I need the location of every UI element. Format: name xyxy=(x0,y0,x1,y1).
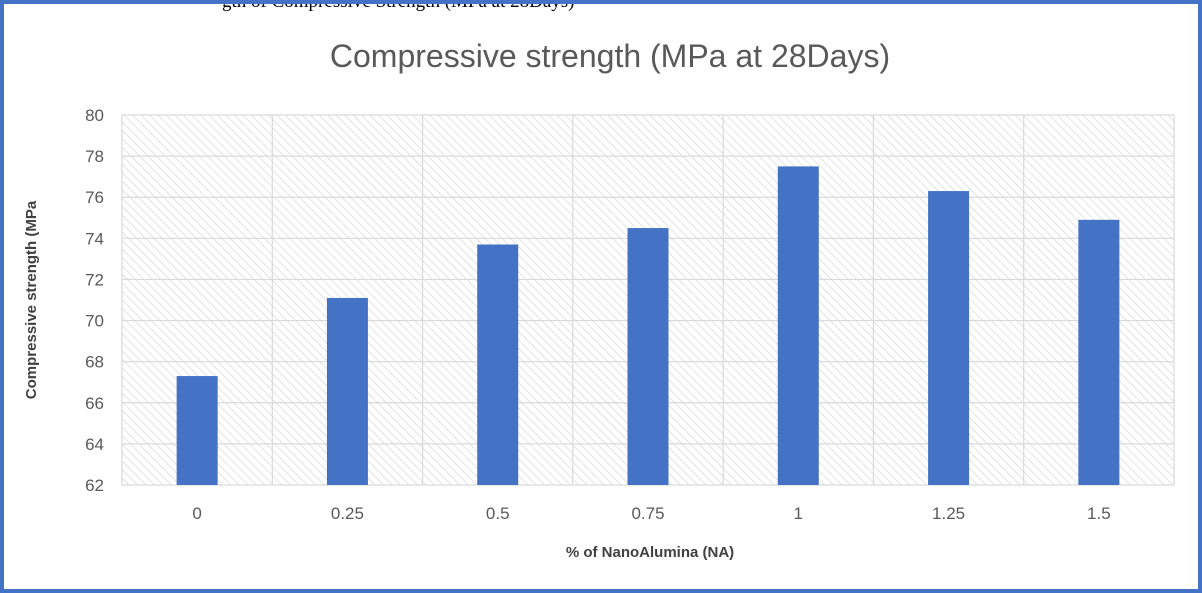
y-tick-label: 70 xyxy=(85,312,104,331)
y-tick-label: 74 xyxy=(85,229,104,248)
bar-series xyxy=(176,166,1120,486)
x-tick-label: 1 xyxy=(794,504,803,523)
bar-1 xyxy=(777,166,819,485)
x-tick-label: 0.25 xyxy=(331,504,364,523)
x-tick-label: 1.5 xyxy=(1087,504,1111,523)
x-tick-label: 0 xyxy=(192,504,201,523)
y-tick-label: 76 xyxy=(85,188,104,207)
y-axis-label: Compressive strength (MPa xyxy=(23,200,40,399)
x-tick-label: 1.25 xyxy=(932,504,965,523)
y-tick-label: 68 xyxy=(85,353,104,372)
y-tick-label: 80 xyxy=(85,106,104,125)
y-tick-label: 78 xyxy=(85,147,104,166)
bar-0.75 xyxy=(627,228,669,486)
bar-1.25 xyxy=(928,191,970,486)
x-axis-tick-labels: 0 0.25 0.5 0.75 1 1.25 1.5 xyxy=(192,504,1110,523)
y-tick-label: 72 xyxy=(85,270,104,289)
y-axis-tick-labels: 62 64 66 68 70 72 74 76 78 80 xyxy=(85,106,104,495)
y-tick-label: 66 xyxy=(85,394,104,413)
y-tick-label: 64 xyxy=(85,435,104,454)
y-tick-label: 62 xyxy=(85,476,104,495)
x-tick-label: 0.75 xyxy=(631,504,664,523)
bar-0 xyxy=(176,376,218,485)
bar-0.25 xyxy=(326,297,368,485)
bar-0.5 xyxy=(477,244,519,485)
chart-title: Compressive strength (MPa at 28Days) xyxy=(330,38,890,74)
bar-1.5 xyxy=(1078,219,1120,486)
x-axis-label: % of NanoAlumina (NA) xyxy=(566,544,734,561)
x-tick-label: 0.5 xyxy=(486,504,510,523)
